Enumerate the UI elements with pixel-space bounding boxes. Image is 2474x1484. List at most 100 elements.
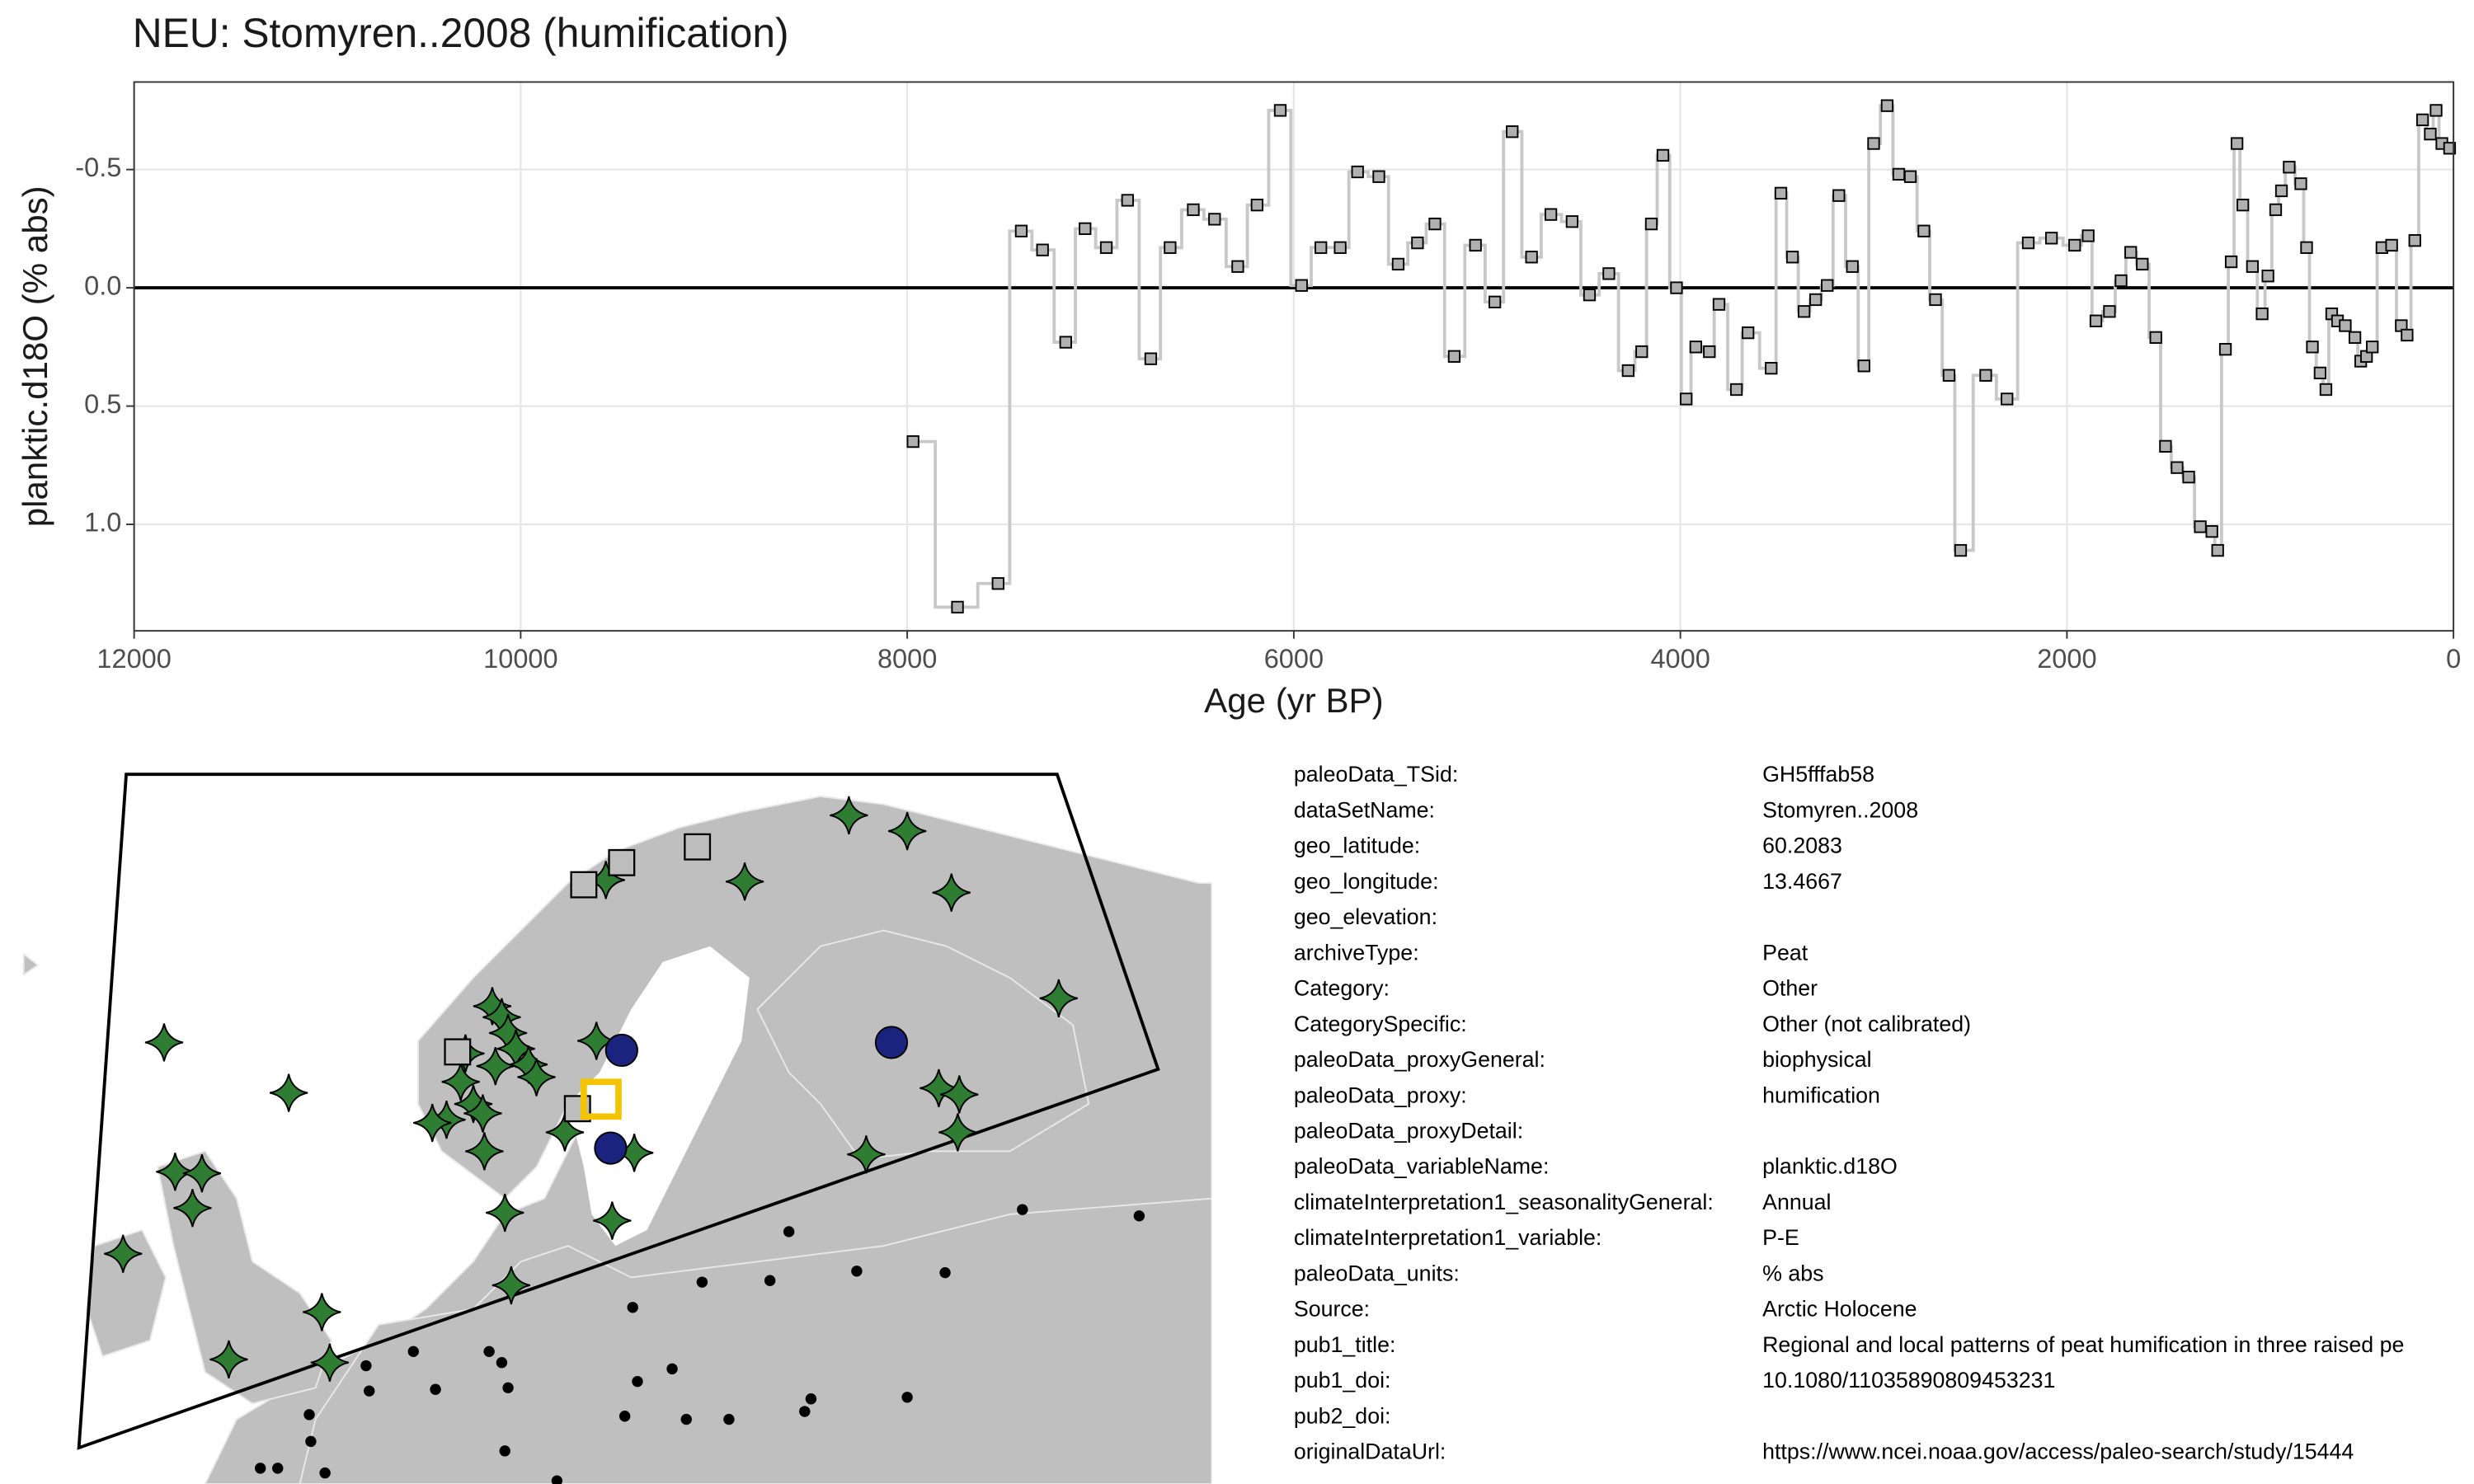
site-star: [144, 1023, 184, 1062]
meta-key: Category:: [1294, 976, 1390, 1001]
data-point: [2171, 461, 2184, 474]
meta-value: Peat: [1762, 940, 1808, 965]
x-tick-label: 12000: [96, 644, 171, 674]
x-tick-label: 10000: [483, 644, 557, 674]
data-point: [1315, 241, 1328, 254]
data-point: [1525, 251, 1538, 264]
meta-key: archiveType:: [1294, 940, 1419, 965]
land-europe: [299, 1197, 1212, 1484]
meta-key: paleoData_TSid:: [1294, 762, 1458, 787]
data-point: [2415, 113, 2429, 127]
data-point: [2429, 104, 2443, 117]
meta-key: climateInterpretation1_variable:: [1294, 1225, 1602, 1250]
data-point: [1857, 359, 1870, 373]
site-star: [441, 1063, 480, 1101]
meta-key: originalDataUrl:: [1294, 1439, 1446, 1464]
x-tick-label: 2000: [2037, 644, 2096, 674]
meta-value: Stomyren..2008: [1762, 797, 1918, 822]
data-point: [1121, 194, 1134, 207]
data-point: [1059, 336, 1072, 349]
data-point: [2339, 319, 2352, 332]
site-star: [463, 1094, 502, 1133]
data-point: [1099, 241, 1113, 254]
land-ireland: [86, 1228, 167, 1358]
data-point: [2424, 127, 2437, 141]
meta-value: planktic.d18O: [1762, 1154, 1898, 1179]
data-point: [1680, 392, 1693, 406]
data-point: [2081, 229, 2095, 242]
data-point: [1411, 236, 1424, 250]
meta-key: paleoData_proxyGeneral:: [1294, 1047, 1545, 1072]
site-star: [209, 1340, 248, 1379]
y-tick-label: 1.0: [84, 508, 121, 538]
data-point: [2068, 238, 2081, 252]
meta-key: paleoData_units:: [1294, 1261, 1460, 1285]
data-point: [2408, 234, 2421, 247]
data-point: [1231, 260, 1244, 273]
x-tick-label: 4000: [1650, 644, 1710, 674]
meta-value: % abs: [1762, 1261, 1823, 1285]
data-point: [1488, 295, 1502, 308]
map: [22, 773, 1212, 1484]
data-point: [2114, 274, 2128, 288]
site-star: [1039, 979, 1078, 1017]
meta-value: GH5fffab58: [1762, 762, 1874, 787]
data-point: [1670, 281, 1683, 294]
meta-key: Source:: [1294, 1297, 1370, 1322]
data-point: [2255, 308, 2269, 321]
site-star: [887, 811, 927, 851]
data-point: [2044, 232, 2058, 245]
site-star: [310, 1343, 350, 1382]
data-point: [2385, 238, 2398, 252]
site-star: [104, 1234, 143, 1273]
meta-key: geo_latitude:: [1294, 834, 1420, 858]
data-point: [2306, 340, 2319, 354]
meta-key: geo_elevation:: [1294, 904, 1437, 929]
y-axis-title: planktic.d18O (% abs): [16, 186, 54, 527]
data-point: [1621, 364, 1634, 378]
data-point: [2182, 470, 2195, 484]
site-star: [938, 1113, 977, 1152]
data-point: [1644, 217, 1658, 231]
site-star: [920, 1068, 958, 1108]
meta-value: Arctic Holocene: [1762, 1297, 1917, 1322]
data-point: [1774, 186, 1788, 200]
data-point: [1892, 167, 1906, 181]
meta-value: Other (not calibrated): [1762, 1012, 1971, 1036]
plot-layer: [126, 82, 2457, 639]
sea-baltic: [567, 946, 750, 1247]
data-point: [1447, 350, 1461, 363]
y-tick-label: -0.5: [75, 153, 121, 182]
site-star: [173, 1189, 212, 1228]
data-point: [2205, 524, 2218, 538]
data-point: [1144, 352, 1158, 365]
data-point: [1351, 165, 1364, 179]
data-point: [1602, 267, 1616, 280]
data-point: [1428, 217, 1442, 231]
data-point: [1656, 148, 1670, 162]
meta-value: Other: [1762, 976, 1818, 1001]
meta-key: paleoData_proxyDetail:: [1294, 1119, 1523, 1144]
blue-sites: [594, 1026, 909, 1165]
data-point: [1295, 279, 1308, 292]
data-point: [2230, 137, 2244, 150]
data-point: [1273, 104, 1287, 117]
data-point: [1164, 241, 1177, 254]
site-star: [303, 1293, 341, 1331]
data-point: [2348, 331, 2362, 345]
data-point: [2211, 543, 2224, 557]
region-outline: [77, 773, 1160, 1450]
data-point: [1036, 243, 1049, 256]
data-point: [1635, 345, 1649, 359]
meta-key: pub2_doi:: [1294, 1403, 1391, 1428]
data-point: [1544, 208, 1558, 221]
meta-value: 60.2083: [1762, 834, 1842, 858]
land-iceland: [22, 952, 40, 976]
data-point: [2401, 328, 2414, 342]
data-point: [1729, 383, 1743, 397]
site-star: [476, 1046, 515, 1086]
data-point: [2236, 199, 2250, 212]
data-point: [2021, 236, 2035, 250]
data-point: [1809, 293, 1823, 307]
